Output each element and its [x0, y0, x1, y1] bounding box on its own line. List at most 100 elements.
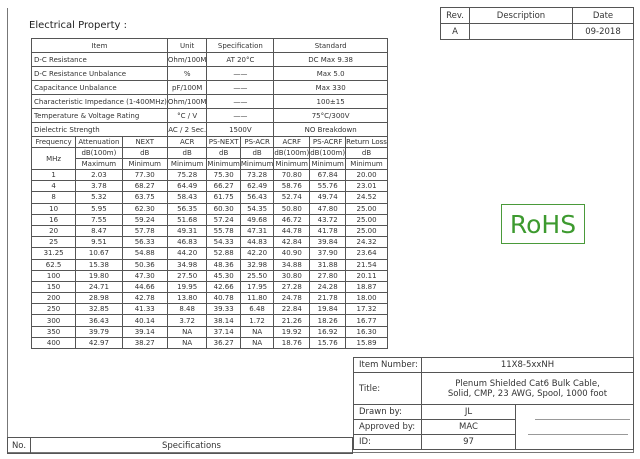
table-cell: Max 5.0 [273, 66, 388, 81]
table-cell: 70.80 [273, 168, 311, 182]
table-cell: 40.14 [121, 314, 168, 327]
limit-cell: Minimum [121, 158, 168, 170]
title-line-1: Plenum Shielded Cat6 Bulk Cable, [455, 378, 600, 389]
table-cell: Ohm/100M [166, 94, 208, 109]
table-cell: 45.30 [206, 269, 241, 282]
column-header: ACRF [273, 136, 311, 148]
table-cell: 25.00 [345, 224, 388, 238]
table-cell: 350 [30, 325, 77, 338]
table-cell: 1.72 [239, 314, 275, 327]
table-header-row: Frequency Attenuation NEXT ACR PS-NEXT PS-ACR… [30, 136, 388, 148]
column-header: ACR [166, 136, 208, 148]
column-header: Attenuation [75, 136, 123, 148]
table-cell: 62.30 [121, 202, 168, 215]
unit-cell: dB [166, 147, 208, 159]
table-cell: 25.00 [345, 213, 388, 226]
table-cell: 42.66 [206, 280, 241, 294]
table-cell: 50.80 [273, 202, 311, 215]
table-cell: 25.50 [239, 269, 275, 282]
table-cell: 44.78 [273, 224, 311, 238]
limits-row: Maximum Minimum Minimum Minimum Minimum Minim… [32, 158, 388, 170]
limit-cell: Maximum [75, 158, 123, 170]
table-cell: 4 [30, 180, 77, 193]
table-cell: 58.43 [166, 191, 208, 204]
table-cell: 32.98 [239, 258, 275, 271]
approved-by-value: MAC [421, 419, 516, 435]
table-cell: NA [166, 336, 208, 350]
table-cell: 73.28 [239, 168, 275, 182]
table-cell: 47.80 [309, 202, 347, 215]
table-cell: Max 330 [273, 80, 388, 95]
table-cell: 41.33 [121, 303, 168, 316]
table-cell: Capacitance Unbalance [31, 80, 168, 95]
table-cell: 68.27 [121, 180, 168, 193]
title-label: Title: [353, 372, 422, 405]
title-block: Item Number: 11X8-5xxNH Title: Plenum Shie… [353, 357, 634, 450]
table-cell: 38.27 [121, 336, 168, 350]
table-cell: 48.36 [206, 258, 241, 271]
table-cell: 5.95 [75, 202, 123, 215]
item-number-value: 11X8-5xxNH [421, 357, 634, 373]
table-cell: AT 20°C [206, 52, 275, 67]
table-cell: 27.50 [166, 269, 208, 282]
table-cell: 47.31 [239, 224, 275, 238]
table-cell: 7.55 [75, 213, 123, 226]
table-cell: 24.28 [309, 280, 347, 294]
table-cell: Dielectric Strength [31, 122, 168, 137]
rev-header: Rev. [440, 7, 470, 24]
drawn-by-value: JL [421, 404, 516, 420]
limit-cell: Minimum [206, 158, 241, 170]
table-cell: 3.72 [166, 314, 208, 327]
table-cell: 42.84 [273, 236, 311, 249]
column-header: Return Loss [345, 136, 388, 148]
column-header: PS-ACR [239, 136, 275, 148]
limit-cell: Minimum [273, 158, 311, 170]
specifications-label: Specifications [30, 437, 353, 454]
table-cell: 67.84 [309, 168, 347, 182]
table-cell: 2.03 [75, 168, 123, 182]
table-cell: 8.47 [75, 224, 123, 238]
table-cell: NA [166, 325, 208, 338]
table-cell: 16.30 [345, 325, 388, 338]
unit-cell: dB [345, 147, 388, 159]
table-cell: Temperature & Voltage Rating [31, 108, 168, 123]
table-cell: 8.48 [166, 303, 208, 316]
table-cell: 34.88 [273, 258, 311, 271]
table-cell: 66.27 [206, 180, 241, 193]
column-header: NEXT [121, 136, 168, 148]
table-cell: 44.20 [166, 247, 208, 260]
table-cell: 44.66 [121, 280, 168, 294]
table-row: Characteristic Impedance (1-400MHz) Ohm/1… [31, 94, 388, 109]
table-cell: 21.54 [345, 258, 388, 271]
table-cell: 42.20 [239, 247, 275, 260]
item-number-label: Item Number: [353, 357, 422, 373]
signature-line [528, 434, 628, 435]
rev-value: A [440, 23, 470, 40]
table-cell: 54.33 [206, 236, 241, 249]
table-cell: 59.24 [121, 213, 168, 226]
table-cell: 31.88 [309, 258, 347, 271]
table-row: D-C Resistance Ohm/100M AT 20°C DC Max 9.38 [31, 52, 388, 67]
table-cell: 49.74 [309, 191, 347, 204]
title-value: Plenum Shielded Cat6 Bulk Cable, Solid, C… [421, 372, 634, 405]
no-label: No. [7, 437, 31, 454]
table-cell: 46.83 [166, 236, 208, 249]
table-cell: 40.90 [273, 247, 311, 260]
table-cell: 56.33 [121, 236, 168, 249]
table-cell: 49.31 [166, 224, 208, 238]
table-header-row: Item Unit Specification Standard [31, 38, 388, 53]
table-row: 350 39.79 39.14 NA 37.14 NA 19.92 16.92 16.30 [30, 325, 388, 338]
table-row: Capacitance Unbalance pF/100M —— Max 330 [31, 80, 388, 95]
table-row: Dielectric Strength AC / 2 Sec. 1500V NO Br… [31, 122, 388, 137]
table-cell: 16.77 [345, 314, 388, 327]
table-cell: 15.89 [345, 336, 388, 350]
table-cell: 16 [30, 213, 77, 226]
table-row: 400 42.97 38.27 NA 36.27 NA 18.76 15.76 15.89 [30, 336, 388, 350]
table-row: 250 32.85 41.33 8.48 39.33 6.48 22.84 19.84 17.3… [30, 303, 388, 316]
description-header: Description [469, 7, 573, 24]
revision-table: Rev. Description Date A 09-2018 [440, 7, 634, 40]
table-cell: 62.49 [239, 180, 275, 193]
table-cell: 46.72 [273, 213, 311, 226]
table-cell: 43.72 [309, 213, 347, 226]
